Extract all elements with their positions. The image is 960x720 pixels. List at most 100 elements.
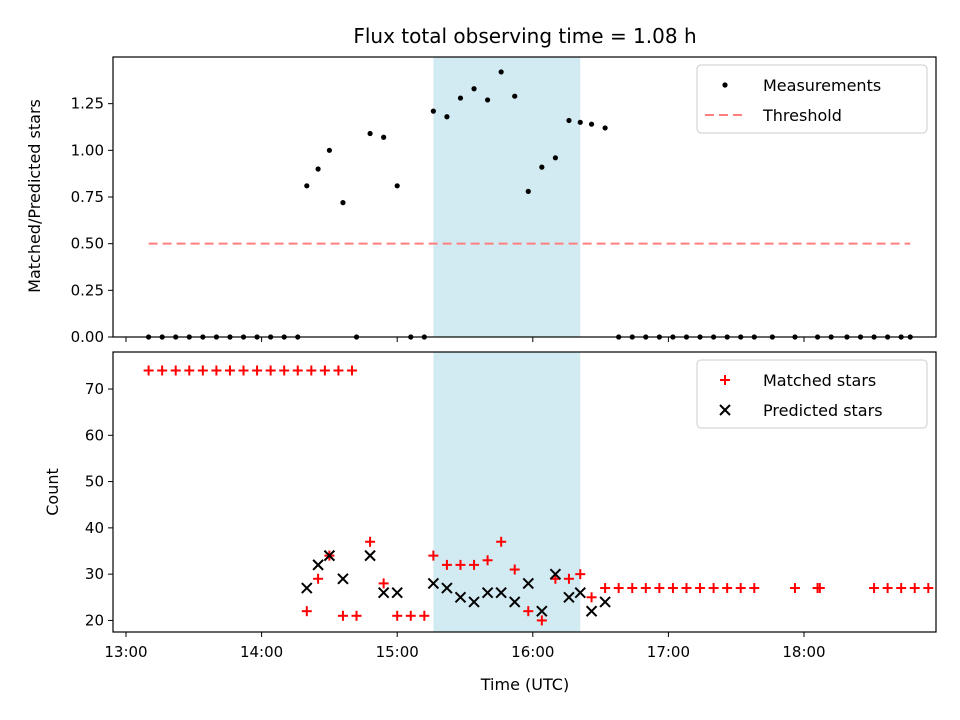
matched-star-point bbox=[441, 559, 452, 570]
predicted-star-point bbox=[301, 582, 313, 594]
x-stroke-2 bbox=[522, 577, 534, 590]
matched-star-point bbox=[333, 365, 344, 376]
measurement-point bbox=[539, 164, 545, 170]
x-stroke-2 bbox=[563, 591, 575, 603]
matched-star-point bbox=[365, 536, 376, 547]
x-stroke-2 bbox=[574, 586, 586, 599]
chart-title: Flux total observing time = 1.08 h bbox=[353, 24, 696, 48]
matched-star-point bbox=[292, 365, 303, 376]
matched-star-point bbox=[523, 606, 534, 617]
matched-star-point bbox=[455, 559, 466, 570]
matched-star-point bbox=[575, 569, 586, 580]
predicted-star-point bbox=[574, 586, 586, 599]
matched-star-point bbox=[735, 583, 746, 594]
matched-star-point bbox=[197, 365, 208, 376]
highlight-band bbox=[433, 352, 581, 632]
measurement-point bbox=[525, 188, 531, 194]
predicted-star-point bbox=[585, 605, 598, 617]
matched-star-point bbox=[392, 610, 403, 621]
x-stroke-2 bbox=[509, 596, 521, 608]
matched-star-point bbox=[157, 365, 168, 376]
bottom-panel: 20 30 40 50 60 70 13:00 14:00 15:00 16:00 17:00 18:… bbox=[85, 351, 937, 661]
y-tick-label: 50 bbox=[85, 473, 104, 491]
axes-frame bbox=[112, 351, 937, 633]
matched-star-point bbox=[378, 578, 389, 589]
y-tick-label: 0.50 bbox=[71, 235, 104, 253]
x-stroke-2 bbox=[454, 591, 467, 603]
matched-star-point bbox=[923, 583, 934, 594]
matched-star-point bbox=[600, 583, 611, 594]
top-panel: 0.00 0.25 0.50 0.75 1.00 1.25 Measurements Thre… bbox=[71, 56, 937, 346]
measurement-point bbox=[394, 183, 400, 189]
predicted-star-point bbox=[599, 596, 611, 608]
measurement-point bbox=[577, 119, 583, 125]
bottom-y-axis-label: Count bbox=[43, 468, 62, 516]
y-tick-label: 1.25 bbox=[71, 95, 104, 113]
predicted-star-point bbox=[481, 586, 494, 599]
measurement-point bbox=[588, 121, 595, 127]
matched-star-point bbox=[482, 555, 493, 566]
measurement-point bbox=[512, 93, 518, 99]
matched-star-point bbox=[896, 583, 907, 594]
matched-star-point bbox=[708, 583, 719, 594]
y-tick-label: 40 bbox=[85, 519, 104, 537]
matched-star-point bbox=[313, 573, 324, 584]
predicted-star-point bbox=[454, 591, 467, 603]
measurement-point bbox=[552, 155, 559, 161]
matched-star-point bbox=[536, 615, 547, 626]
x-stroke-2 bbox=[536, 605, 548, 617]
predicted-star-point bbox=[427, 577, 440, 590]
matched-star-point bbox=[351, 610, 362, 621]
matched-star-point bbox=[586, 592, 597, 603]
legend: Measurements Threshold bbox=[696, 64, 928, 134]
matched-star-point bbox=[869, 583, 880, 594]
legend-box bbox=[696, 64, 928, 134]
matched-star-point bbox=[469, 559, 480, 570]
x-stroke-2 bbox=[441, 582, 453, 594]
y-tick-label: 0.75 bbox=[71, 188, 104, 206]
measurement-point bbox=[340, 200, 346, 206]
x-tick-label: 17:00 bbox=[647, 643, 690, 661]
matched-star-point bbox=[337, 610, 348, 621]
legend-dot-icon bbox=[722, 82, 728, 88]
matched-star-point bbox=[224, 365, 235, 376]
matched-star-point bbox=[238, 365, 249, 376]
measurement-point bbox=[430, 108, 436, 114]
matched-star-point bbox=[319, 365, 330, 376]
legend-label: Measurements bbox=[763, 76, 881, 95]
matched-star-point bbox=[301, 606, 312, 617]
predicted-star-point bbox=[468, 596, 480, 608]
matched-star-point bbox=[695, 583, 706, 594]
predicted-star-point bbox=[495, 586, 507, 599]
y-tick-label: 70 bbox=[85, 380, 104, 398]
matched-star-point bbox=[496, 536, 507, 547]
matched-star-point bbox=[279, 365, 290, 376]
x-stroke-2 bbox=[427, 577, 440, 590]
predicted-star-point bbox=[509, 596, 521, 608]
measurement-point bbox=[457, 95, 464, 101]
x-stroke-2 bbox=[481, 586, 494, 599]
matched-star-point bbox=[640, 583, 651, 594]
top-y-axis-label: Matched/Predicted stars bbox=[25, 99, 44, 293]
matched-star-point bbox=[667, 583, 678, 594]
x-stroke-2 bbox=[301, 582, 313, 594]
x-stroke-2 bbox=[585, 605, 598, 617]
y-tick-label: 0.00 bbox=[71, 328, 104, 346]
matched-star-point bbox=[909, 583, 920, 594]
matched-star-point bbox=[347, 365, 357, 376]
predicted-star-point bbox=[563, 591, 575, 603]
matched-star-point bbox=[563, 573, 574, 584]
matched-star-point bbox=[789, 583, 800, 594]
legend: Matched stars Predicted stars bbox=[696, 359, 928, 429]
measurement-point bbox=[326, 147, 332, 153]
measurement-point bbox=[471, 86, 477, 92]
measurement-point bbox=[381, 134, 387, 140]
predicted-star-point bbox=[312, 559, 324, 571]
y-tick-label: 60 bbox=[85, 426, 104, 444]
x-stroke-2 bbox=[468, 596, 480, 608]
y-tick-label: 20 bbox=[85, 611, 104, 629]
x-stroke-2 bbox=[391, 586, 403, 599]
x-tick-label: 18:00 bbox=[782, 643, 825, 661]
matched-star-point bbox=[252, 365, 263, 376]
